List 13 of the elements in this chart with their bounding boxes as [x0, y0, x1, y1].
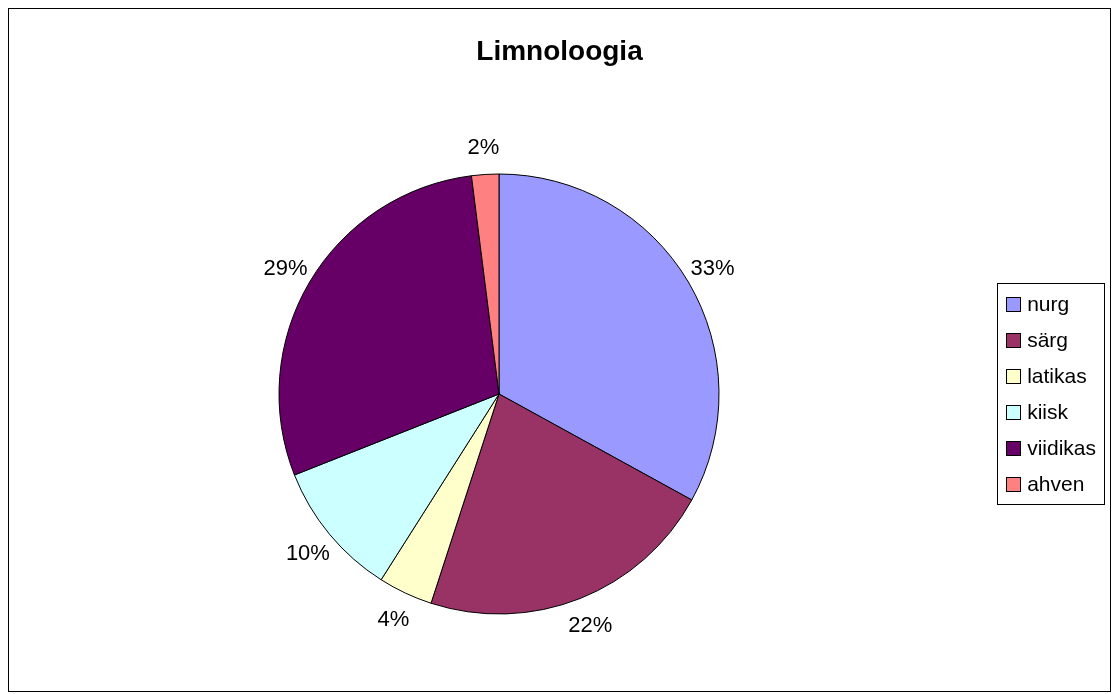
chart-title: Limnoloogia — [475, 35, 644, 67]
data-label: 4% — [377, 605, 410, 631]
legend-label: kiisk — [1027, 400, 1068, 424]
data-label: 2% — [467, 133, 500, 159]
data-label: 29% — [263, 255, 308, 281]
data-label: 33% — [690, 255, 735, 281]
legend-label: nurg — [1027, 292, 1070, 316]
data-label: 22% — [568, 612, 613, 638]
legend-label: viidikas — [1027, 436, 1096, 460]
legend-label: latikas — [1027, 364, 1087, 388]
legend-label: särg — [1027, 328, 1068, 352]
legend-label: ahven — [1027, 472, 1085, 496]
data-label: 10% — [285, 539, 330, 565]
